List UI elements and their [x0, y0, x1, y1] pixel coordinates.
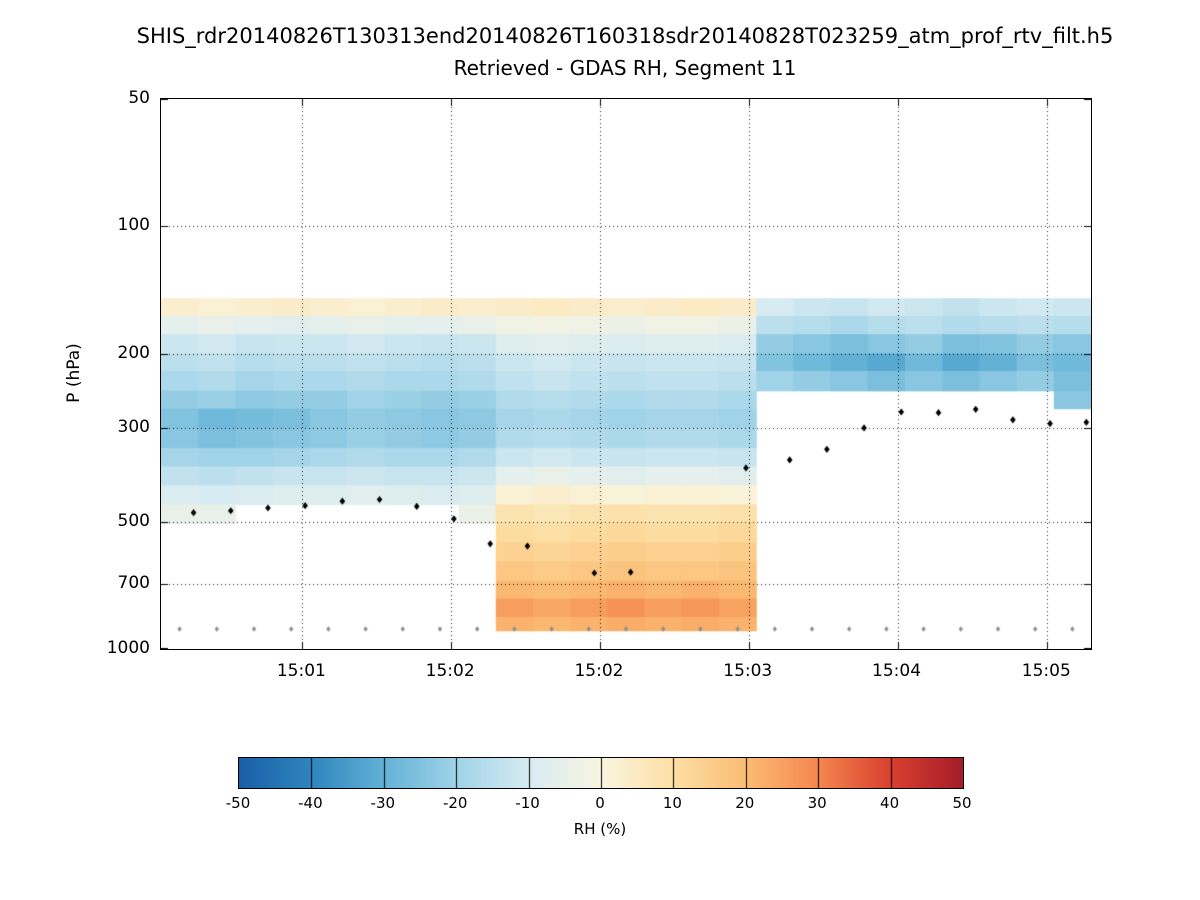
plot-area: [160, 98, 1092, 650]
colorbar-canvas: [239, 758, 963, 788]
colorbar-tick-label: 40: [880, 794, 900, 812]
heatmap-canvas: [161, 99, 1091, 649]
x-tick-label: 15:02: [425, 661, 475, 681]
y-tick-label: 300: [117, 416, 150, 437]
colorbar-tick-label: -20: [442, 794, 468, 812]
x-tick-label: 15:01: [276, 661, 326, 681]
colorbar-tick-label: 30: [807, 794, 827, 812]
chart-subtitle: Retrieved - GDAS RH, Segment 11: [453, 56, 797, 80]
colorbar-tick-label: 0: [595, 794, 605, 812]
y-tick-label: 1000: [106, 638, 150, 658]
colorbar-tick-label: -40: [298, 794, 323, 812]
x-tick-label: 15:03: [723, 661, 773, 681]
y-tick-label: 50: [128, 88, 150, 108]
colorbar-tick-label: 50: [952, 794, 972, 812]
colorbar: [238, 757, 964, 789]
x-tick-label: 15:04: [872, 661, 922, 681]
chart-title: SHIS_rdr20140826T130313end20140826T16031…: [136, 24, 1114, 48]
colorbar-tick-label: 10: [662, 794, 682, 812]
x-tick-label: 15:02: [574, 661, 624, 681]
x-tick-label: 15:05: [1021, 661, 1071, 681]
y-tick-label: 200: [117, 342, 150, 363]
colorbar-tick-label: -10: [515, 794, 540, 812]
y-tick-label: 100: [117, 215, 150, 236]
colorbar-tick-label: -50: [225, 794, 251, 812]
colorbar-label: RH (%): [573, 820, 627, 838]
y-tick-label: 500: [117, 510, 150, 531]
colorbar-tick-label: -30: [370, 794, 396, 812]
y-tick-label: 700: [117, 572, 150, 593]
y-axis-label: P (hPa): [64, 343, 84, 403]
colorbar-tick-label: 20: [735, 794, 755, 812]
